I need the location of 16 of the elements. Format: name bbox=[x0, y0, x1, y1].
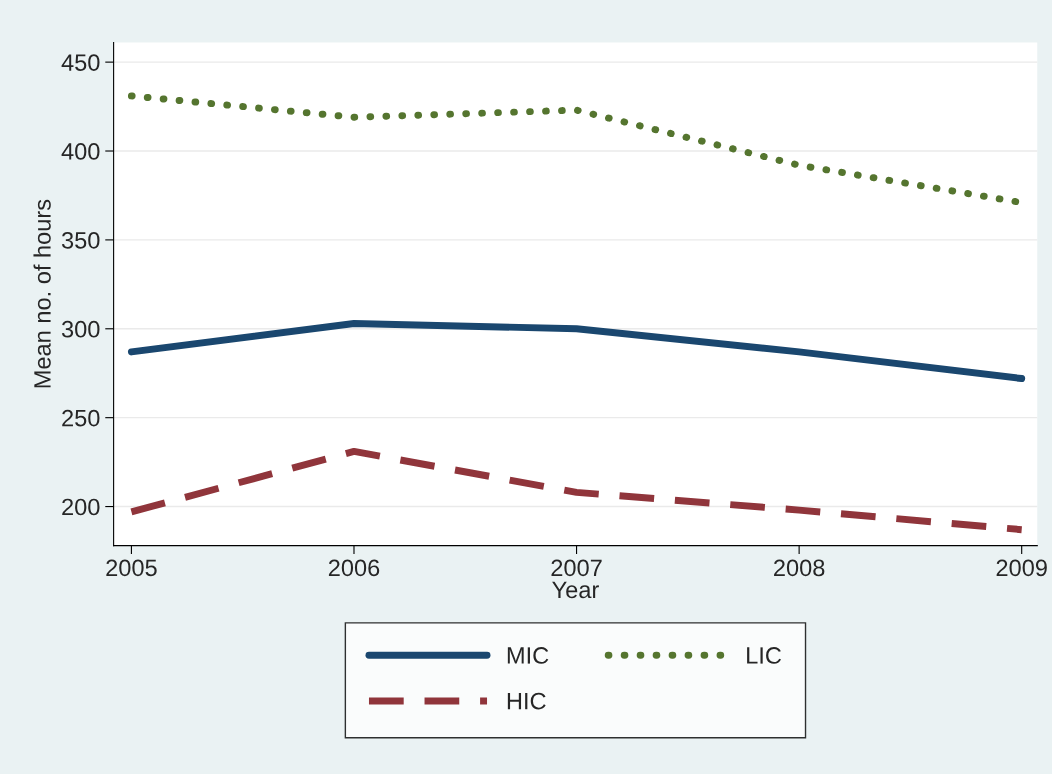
x-tick-label: 2008 bbox=[774, 559, 825, 577]
x-tick-label: 2007 bbox=[551, 559, 602, 577]
x-tick-label: 2005 bbox=[106, 559, 157, 577]
y-tick-label: 350 bbox=[61, 231, 100, 249]
y-tick-label: 250 bbox=[62, 409, 100, 427]
x-tick-label: 2006 bbox=[328, 559, 380, 577]
legend-label: HIC bbox=[507, 692, 546, 710]
y-tick-label: 200 bbox=[62, 498, 100, 516]
x-tick-label: 2009 bbox=[996, 559, 1047, 577]
y-tick-label: 450 bbox=[61, 54, 100, 71]
y-tick-label: 400 bbox=[61, 143, 100, 160]
x-axis-title: Year bbox=[552, 581, 599, 599]
legend-label: MIC bbox=[507, 647, 549, 664]
y-tick-label: 300 bbox=[61, 320, 100, 338]
y-axis-title: Mean no. of hours bbox=[33, 199, 51, 388]
legend-label: LIC bbox=[747, 647, 782, 664]
